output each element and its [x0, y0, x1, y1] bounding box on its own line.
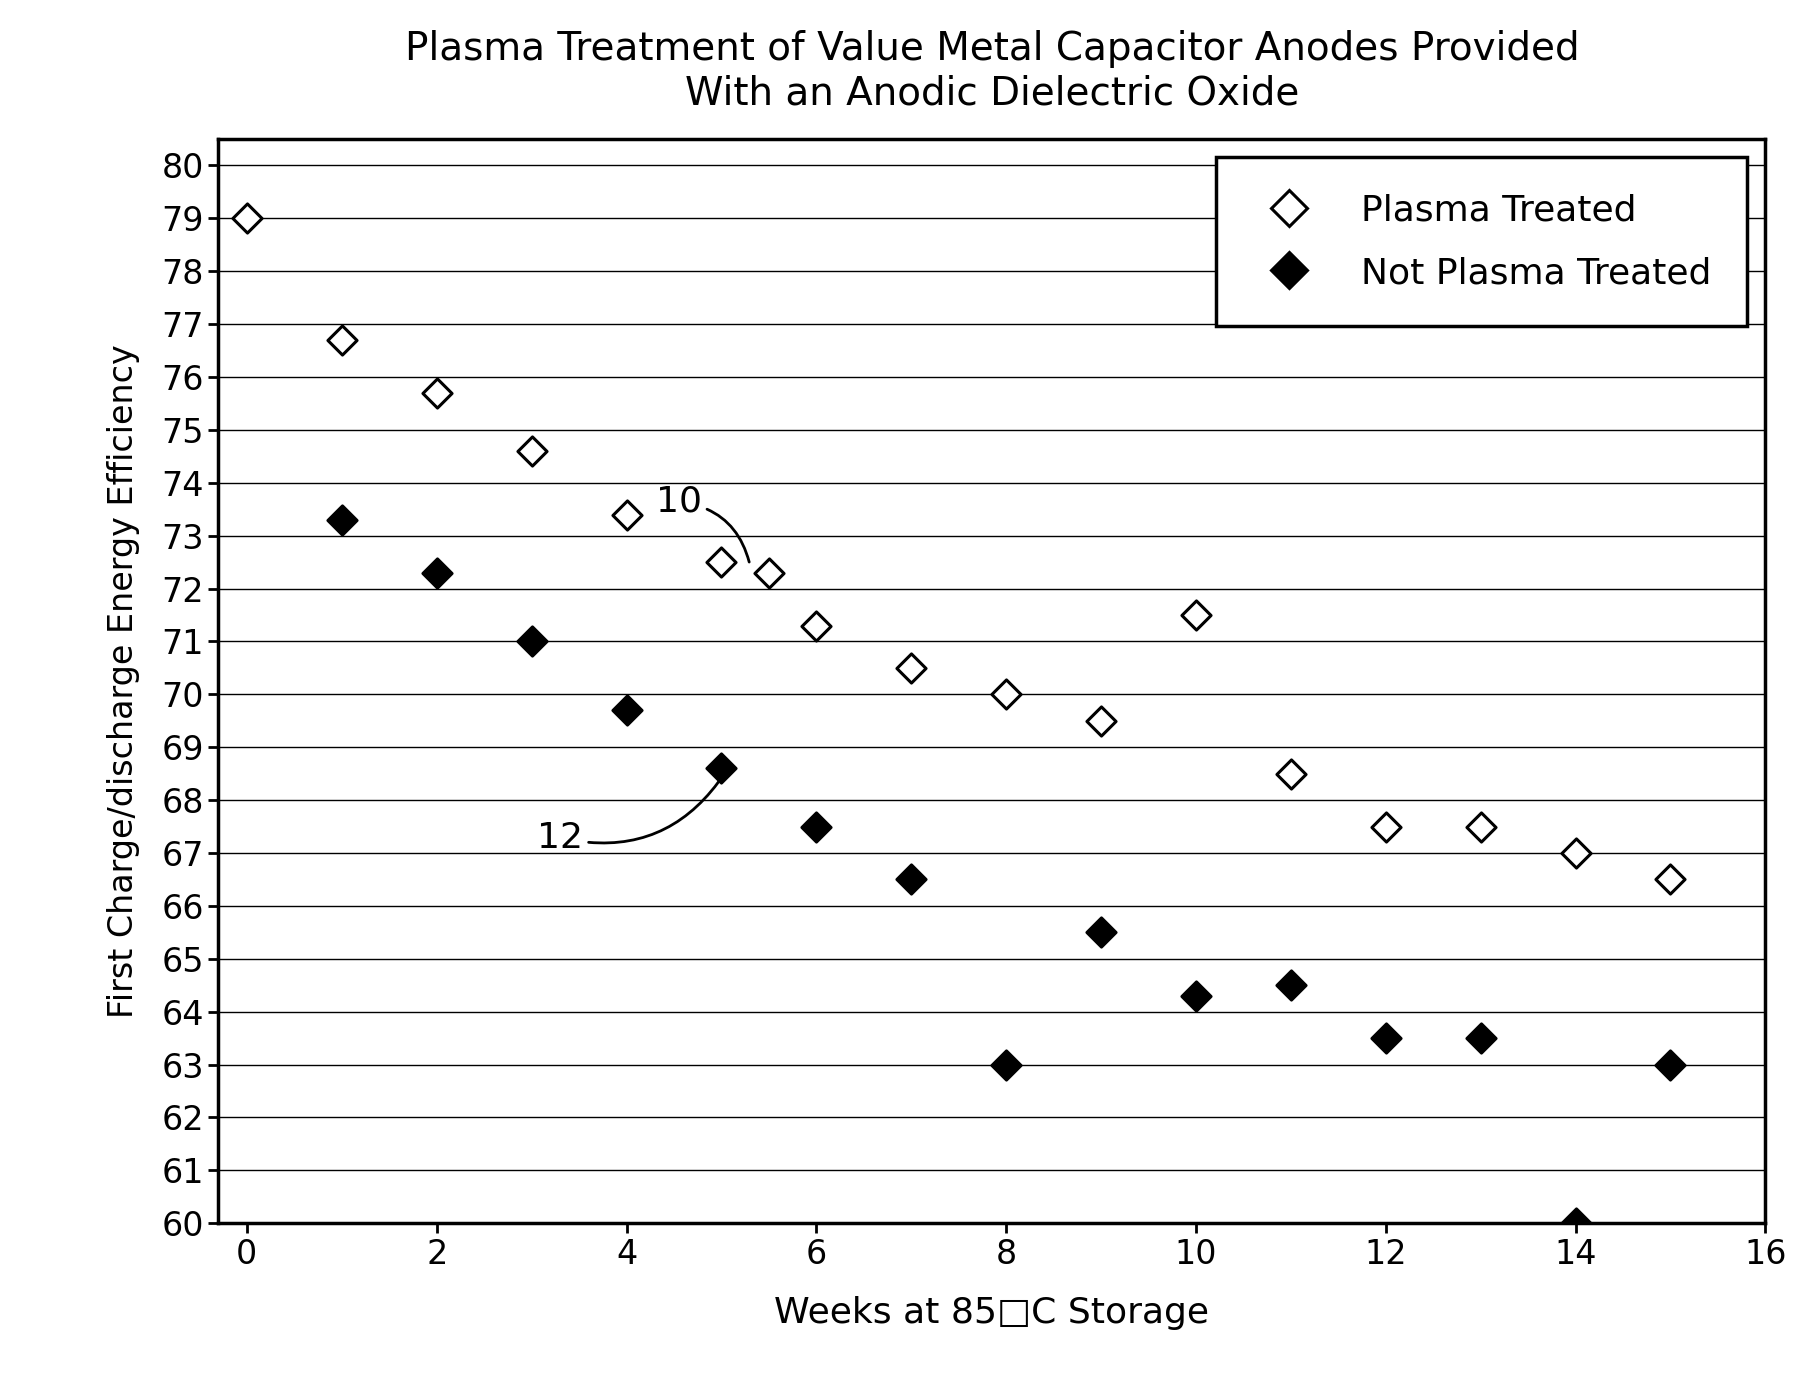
Not Plasma Treated: [1276, 974, 1305, 997]
Plasma Treated: [1087, 710, 1116, 733]
Plasma Treated: [1656, 869, 1685, 891]
Plasma Treated: [706, 550, 735, 573]
Plasma Treated: [1562, 842, 1591, 865]
Plasma Treated: [897, 656, 926, 678]
Plasma Treated: [1181, 603, 1210, 626]
Not Plasma Treated: [1181, 984, 1210, 1006]
Not Plasma Treated: [1656, 1054, 1685, 1076]
Not Plasma Treated: [612, 699, 641, 721]
Plasma Treated: [328, 329, 357, 352]
Not Plasma Treated: [897, 869, 926, 891]
Not Plasma Treated: [1467, 1027, 1496, 1049]
Plasma Treated: [612, 503, 641, 525]
Plasma Treated: [1370, 816, 1400, 838]
Plasma Treated: [517, 439, 546, 461]
Not Plasma Treated: [803, 816, 832, 838]
Not Plasma Treated: [1370, 1027, 1400, 1049]
Not Plasma Treated: [992, 1054, 1021, 1076]
Plasma Treated: [753, 562, 783, 584]
Plasma Treated: [422, 382, 451, 404]
Not Plasma Treated: [706, 758, 735, 780]
Plasma Treated: [233, 207, 262, 229]
Not Plasma Treated: [1087, 922, 1116, 944]
Not Plasma Treated: [1562, 1212, 1591, 1234]
Not Plasma Treated: [517, 630, 546, 652]
Y-axis label: First Charge/discharge Energy Efficiency: First Charge/discharge Energy Efficiency: [107, 345, 140, 1017]
Not Plasma Treated: [422, 562, 451, 584]
Plasma Treated: [1467, 816, 1496, 838]
Title: Plasma Treatment of Value Metal Capacitor Anodes Provided
With an Anodic Dielect: Plasma Treatment of Value Metal Capacito…: [404, 31, 1580, 113]
Plasma Treated: [992, 684, 1021, 706]
Not Plasma Treated: [328, 509, 357, 531]
Plasma Treated: [803, 614, 832, 637]
Plasma Treated: [1276, 763, 1305, 785]
Text: 12: 12: [537, 773, 724, 855]
Text: 10: 10: [655, 485, 750, 562]
X-axis label: Weeks at 85□C Storage: Weeks at 85□C Storage: [774, 1295, 1210, 1330]
Legend: Plasma Treated, Not Plasma Treated: Plasma Treated, Not Plasma Treated: [1216, 157, 1747, 327]
